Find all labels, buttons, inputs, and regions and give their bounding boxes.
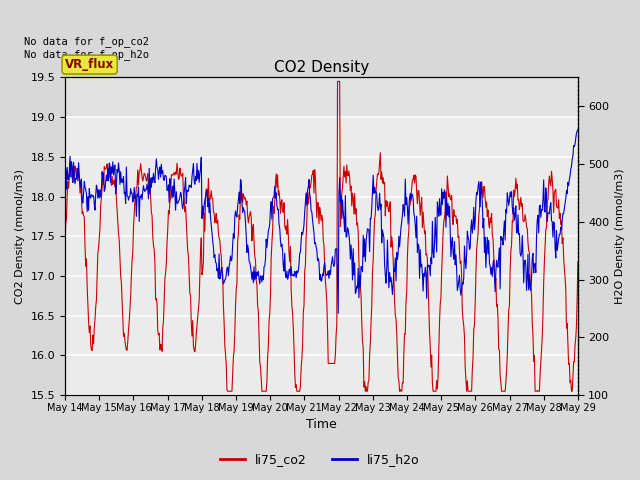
li75_co2 bbox=[385, 209, 393, 215]
Text: VR_flux: VR_flux bbox=[65, 58, 115, 71]
Legend: li75_co2, li75_h2o: li75_co2, li75_h2o bbox=[215, 448, 425, 471]
Y-axis label: H2O Density (mmol/m3): H2O Density (mmol/m3) bbox=[615, 168, 625, 304]
li75_co2 bbox=[70, 174, 78, 180]
li75_h2o bbox=[202, 188, 210, 194]
li75_co2 bbox=[574, 259, 582, 265]
Title: CO2 Density: CO2 Density bbox=[274, 60, 369, 75]
li75_co2 bbox=[61, 242, 69, 248]
li75_co2 bbox=[400, 350, 408, 356]
li75_co2 bbox=[202, 186, 210, 192]
li75_h2o bbox=[175, 197, 183, 203]
li75_co2 bbox=[175, 176, 183, 181]
li75_h2o bbox=[61, 178, 69, 183]
li75_h2o bbox=[385, 265, 392, 271]
li75_h2o bbox=[124, 193, 131, 199]
li75_h2o bbox=[574, 127, 582, 132]
Bar bbox=[65, 77, 578, 117]
Line: li75_co2: li75_co2 bbox=[65, 82, 578, 391]
X-axis label: Time: Time bbox=[306, 419, 337, 432]
Line: li75_h2o: li75_h2o bbox=[65, 130, 578, 313]
li75_co2 bbox=[224, 388, 232, 394]
li75_h2o bbox=[399, 202, 407, 207]
li75_co2 bbox=[124, 348, 131, 353]
li75_h2o bbox=[70, 175, 78, 180]
li75_h2o bbox=[334, 311, 342, 316]
Text: No data for f_op_co2
No data for f_op_h2o: No data for f_op_co2 No data for f_op_h2… bbox=[24, 36, 149, 60]
li75_co2 bbox=[333, 79, 341, 84]
Y-axis label: CO2 Density (mmol/m3): CO2 Density (mmol/m3) bbox=[15, 169, 25, 304]
